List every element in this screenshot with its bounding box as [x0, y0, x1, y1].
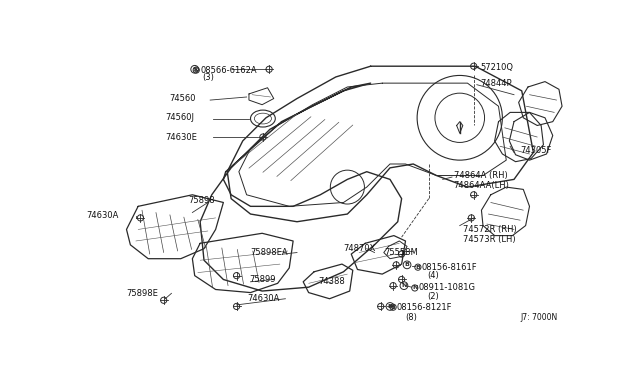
Text: N: N [401, 283, 406, 288]
Text: 74560: 74560 [169, 94, 196, 103]
Text: B: B [415, 264, 420, 270]
Text: (2): (2) [428, 292, 439, 301]
Text: 74870X: 74870X [344, 244, 376, 253]
Text: B: B [388, 304, 392, 309]
Text: B: B [404, 262, 410, 267]
Text: 08156-8121F: 08156-8121F [397, 303, 452, 312]
Text: 75898EA: 75898EA [250, 248, 288, 257]
Text: 74560J: 74560J [165, 113, 195, 122]
Text: 74630A: 74630A [86, 211, 118, 220]
Text: 74572R (RH): 74572R (RH) [463, 225, 516, 234]
Text: 74573R (LH): 74573R (LH) [463, 235, 515, 244]
Text: 08156-8161F: 08156-8161F [422, 263, 477, 272]
Text: 74844P: 74844P [480, 78, 511, 88]
Text: N: N [412, 285, 417, 291]
Text: 08566-6162A: 08566-6162A [200, 65, 257, 74]
Text: 74630E: 74630E [165, 132, 197, 141]
Text: 74388: 74388 [319, 277, 346, 286]
Text: (8): (8) [406, 313, 417, 322]
Text: J7: 7000N: J7: 7000N [520, 314, 557, 323]
Text: 74864AA(LH): 74864AA(LH) [454, 181, 509, 190]
Text: 08911-1081G: 08911-1081G [419, 283, 476, 292]
Text: 75898: 75898 [189, 196, 215, 205]
Text: 74864A (RH): 74864A (RH) [454, 171, 508, 180]
Text: S: S [194, 68, 198, 73]
Text: 74305F: 74305F [520, 147, 552, 155]
Text: 74630A: 74630A [248, 294, 280, 303]
Text: S: S [193, 67, 197, 72]
Text: B: B [390, 305, 396, 310]
Text: 75898E: 75898E [127, 289, 158, 298]
Text: (3): (3) [202, 73, 214, 82]
Text: (4): (4) [428, 271, 439, 280]
Text: 57210Q: 57210Q [480, 63, 513, 72]
Text: 75558M: 75558M [384, 248, 417, 257]
Text: 75899: 75899 [249, 275, 275, 284]
